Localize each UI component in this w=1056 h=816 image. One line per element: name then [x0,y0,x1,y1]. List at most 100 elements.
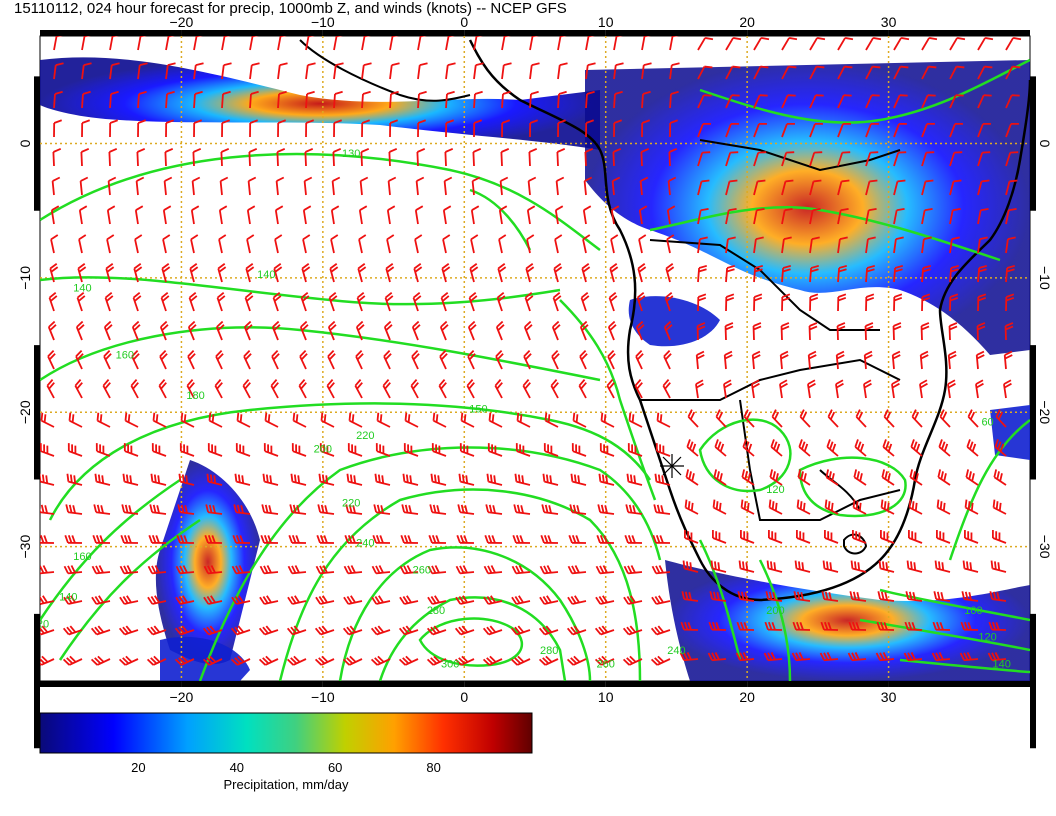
wind-barb [108,148,118,167]
wind-barb [738,560,755,573]
wind-barb [607,320,617,341]
wind-barb [669,90,679,109]
wind-barb [553,263,563,283]
wind-barb [687,409,699,428]
contour-line [48,402,652,521]
wind-barb [781,151,795,167]
wind-barb [76,291,86,312]
wind-barb [753,151,767,167]
wind-barb [203,595,223,605]
wind-barb [118,655,139,666]
wind-barb [557,62,568,80]
wind-barb [551,349,560,370]
wind-barb [921,65,937,80]
wind-barb [356,291,366,312]
wind-barb [243,349,252,370]
wind-barb [470,234,479,254]
contour-value-label: 140 [993,659,1011,671]
wind-barb [40,595,55,605]
colorbar-tick-label: 40 [230,760,244,775]
wind-barb [837,264,848,283]
wind-barb [259,595,279,605]
lat-tick-label-left: −30 [17,535,33,559]
wind-barb [932,621,951,631]
wind-barb [343,565,363,575]
wind-barb [399,595,419,605]
wind-barb [740,530,755,544]
wind-barb [765,591,783,602]
wind-barb [333,36,343,51]
wind-barb [273,263,283,283]
wind-barb [501,90,511,109]
wind-barb [472,148,482,167]
wind-barb [714,439,727,457]
wind-barb [292,412,307,428]
wind-barb [527,176,537,196]
wind-barb [1004,322,1014,341]
wind-barb [287,595,307,605]
wind-barb [445,90,455,109]
wind-barb [1005,37,1022,51]
wind-barb [174,655,195,666]
contour-labels: 120 140 160 160 140 140 130 180 200 220 220 240 260 2… [40,148,1011,671]
wind-barb [511,595,531,605]
wind-barb [807,379,816,399]
wind-barb [454,655,475,666]
wind-barb [205,504,223,515]
wind-barb [40,565,55,575]
contour-value-label: 160 [116,350,134,362]
wind-barb [725,65,741,80]
wind-barb [219,176,229,196]
wind-barb [600,412,615,428]
wind-barb [330,234,339,254]
wind-barb [483,595,503,605]
lon-tick-label-bottom: 10 [598,689,614,705]
wind-barb [651,595,671,605]
wind-barb [992,530,1007,544]
wind-barb [764,621,783,631]
wind-barb [454,625,475,636]
wind-barb [753,37,770,51]
wind-barb [523,349,532,370]
wind-barb [609,263,619,283]
wind-barb [697,151,711,167]
wind-barb [865,94,880,109]
wind-barb [486,473,503,486]
wind-barb [277,62,288,80]
wind-barb [234,473,251,486]
wind-barb [193,36,203,51]
wind-barb [893,293,903,312]
wind-barb [401,504,419,515]
wind-barb [91,565,111,575]
wind-barb [146,655,167,666]
wind-barb [781,293,791,312]
wind-barb [432,412,447,428]
wind-barb [40,473,55,486]
wind-barb [949,94,964,109]
wind-barb [121,504,139,515]
wind-barb [697,122,711,138]
wind-barb [665,263,675,283]
wind-barb [975,379,984,399]
wind-barb [585,62,596,80]
wind-barb [965,469,979,486]
wind-barb [936,530,951,544]
wind-barb [652,534,671,544]
wind-barb [286,655,307,666]
wind-barb [374,473,391,486]
lon-tick-label-bottom: 20 [739,689,755,705]
wind-barb [921,94,936,109]
wind-barb [809,179,822,196]
wind-barb [654,473,671,486]
wind-barb [320,412,335,428]
wind-barb [893,122,907,138]
wind-barb [176,534,195,544]
wind-barb [529,119,539,138]
wind-barb [653,504,671,515]
wind-barb [53,119,63,138]
wind-barb [529,62,540,80]
wind-barb [751,379,760,399]
wind-barb [949,122,963,138]
lon-tick-label-bottom: −20 [170,689,194,705]
wind-barb [594,625,615,636]
